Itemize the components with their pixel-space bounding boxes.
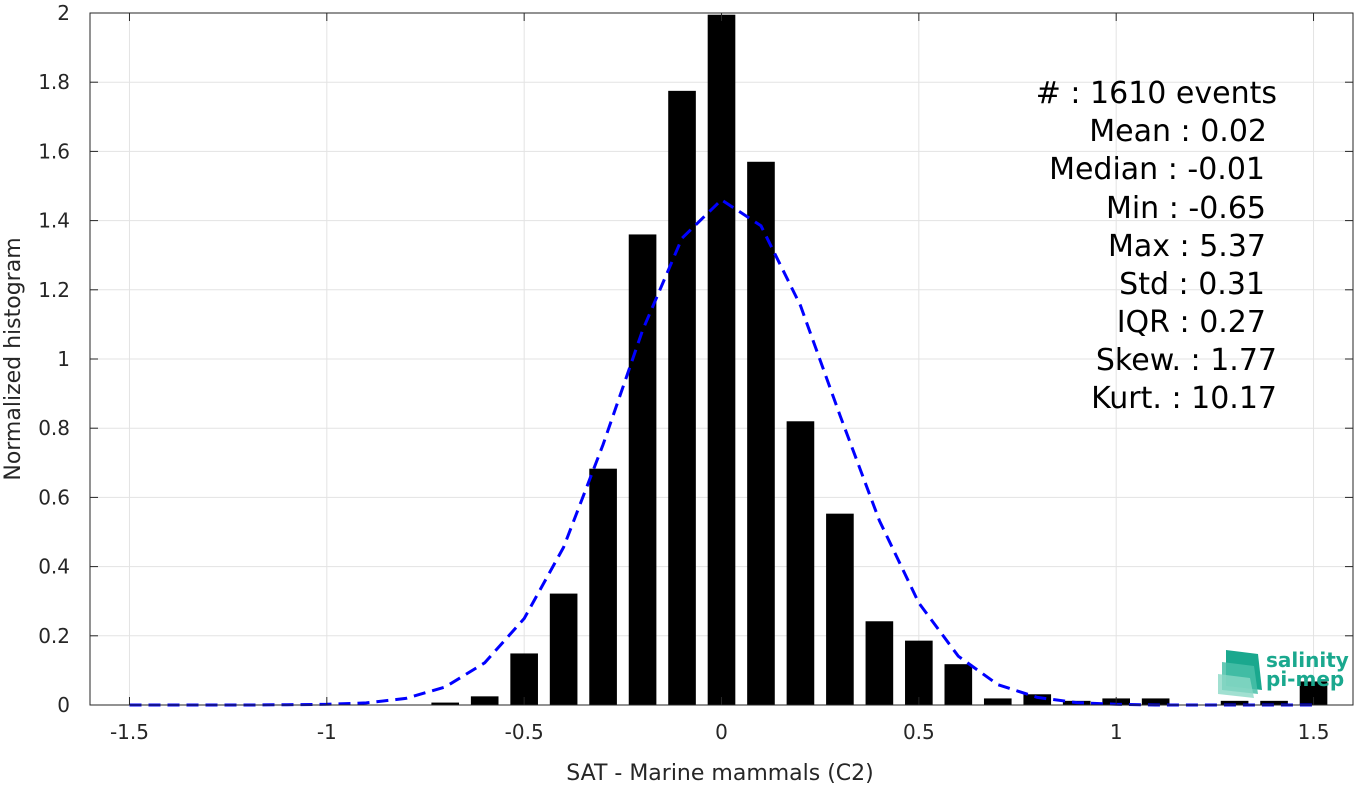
histogram-bar <box>668 90 696 706</box>
histogram-bar <box>944 664 973 705</box>
stat-skew: Skew. : 1.77 <box>1096 343 1277 378</box>
x-axis-label: SAT - Marine mammals (C2) <box>566 761 874 785</box>
stat-max: Max : 5.37 <box>1108 229 1266 264</box>
histogram-bar <box>983 698 1012 705</box>
histogram-bar <box>549 593 578 705</box>
y-tick-label: 1.6 <box>38 139 70 163</box>
logo-text-salinity: salinity <box>1266 648 1349 672</box>
histogram-bar <box>431 702 460 705</box>
x-tick-label: 1 <box>1110 720 1123 744</box>
x-tick-label: -0.5 <box>505 720 544 744</box>
histogram-bar <box>786 421 815 705</box>
histogram-bar <box>905 640 933 705</box>
stat-count: # : 1610 events <box>1036 76 1277 111</box>
y-tick-label: 0.6 <box>38 485 70 509</box>
stat-std: Std : 0.31 <box>1119 267 1265 302</box>
histogram-bar <box>707 14 736 706</box>
histogram-bar <box>865 621 894 705</box>
stat-iqr: IQR : 0.27 <box>1117 305 1266 340</box>
y-tick-label: 1 <box>57 347 70 371</box>
logo-waves-icon <box>1218 650 1262 698</box>
y-tick-label: 0.8 <box>38 416 70 440</box>
stat-mean: Mean : 0.02 <box>1089 114 1267 149</box>
histogram-bar <box>589 468 617 705</box>
histogram-bar <box>1023 694 1052 705</box>
histogram-bar <box>826 513 854 705</box>
y-tick-label: 0.4 <box>38 555 70 579</box>
histogram-bar <box>747 161 775 705</box>
histogram-bars <box>431 14 1328 706</box>
stats-box: # : 1610 events Mean : 0.02 Median : -0.… <box>1036 76 1277 416</box>
y-tick-label: 2 <box>57 1 70 25</box>
histogram-bar <box>1220 700 1249 705</box>
histogram-bar <box>470 696 499 705</box>
y-tick-label: 0.2 <box>38 624 70 648</box>
y-tick-label: 1.8 <box>38 70 70 94</box>
histogram-bar <box>1299 681 1328 705</box>
y-tick-label: 1.2 <box>38 278 70 302</box>
x-tick-label: 1.5 <box>1298 720 1330 744</box>
y-axis-label: Normalized histogram <box>1 237 26 480</box>
logo-text-pimep: pi-mep <box>1266 667 1344 691</box>
histogram-bar <box>510 653 538 705</box>
x-tick-label: 0.5 <box>903 720 935 744</box>
histogram-bar <box>1260 700 1288 705</box>
stat-median: Median : -0.01 <box>1049 152 1265 187</box>
x-tick-label: -1.5 <box>110 720 149 744</box>
salinity-pimep-logo: salinity pi-mep <box>1218 648 1349 698</box>
x-tick-labels: -1.5 -1 -0.5 0 0.5 1 1.5 <box>110 720 1329 744</box>
y-tick-labels: 0 0.2 0.4 0.6 0.8 1 1.2 1.4 1.6 1.8 2 <box>38 1 70 717</box>
stat-min: Min : -0.65 <box>1106 191 1266 226</box>
stat-kurt: Kurt. : 10.17 <box>1091 381 1277 416</box>
plot-axes-box <box>89 12 1354 706</box>
x-tick-label: -1 <box>317 720 337 744</box>
histogram-bar <box>1141 698 1170 705</box>
histogram-bar <box>628 234 657 705</box>
y-tick-label: 1.4 <box>38 209 70 233</box>
x-tick-label: 0 <box>715 720 728 744</box>
y-tick-label: 0 <box>57 693 70 717</box>
